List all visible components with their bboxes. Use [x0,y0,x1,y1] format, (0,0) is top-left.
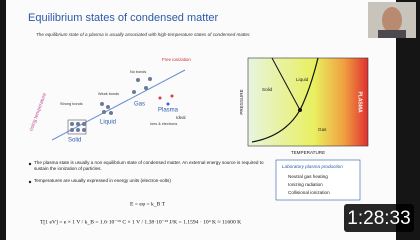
phase-plot [248,58,368,146]
region-label: Liquid [296,77,309,82]
box-item: Neutral gas heating [288,174,328,179]
triple-point [298,108,302,112]
bullet-text: Temperatures are usually expressed in en… [34,178,264,184]
slide-title: Equilibrium states of condensed matter [28,12,218,24]
region-label: Gas [318,127,327,132]
state-label: Plasma [158,108,179,114]
equation: T[1 eV] = e × 1 V / k_B = 1.6·10⁻¹⁹ C × … [40,219,241,225]
y-axis-label: PRESSURE [239,89,244,114]
box-item: Ionizing radiation [288,182,323,187]
box-item: Collisional ionization [288,190,330,195]
molecule-label: Weak bonds [98,92,119,96]
webcam [368,2,416,38]
region-label: PLASMA [357,91,363,113]
bullet-list: The plasma state is usually a non equili… [29,160,264,188]
bullet-text: The plasma state is usually a non equili… [34,160,264,171]
info-box: Laboratory plasma production Neutral gas… [276,160,360,200]
box-title: Laboratory plasma production [282,164,343,169]
region-label: Solid [262,87,273,92]
bullet [29,181,31,183]
state-label: Gas [134,102,145,108]
state-label: Liquid [100,120,116,126]
molecule-label: Ions & electrons [150,122,177,126]
x-axis-label: TEMPERATURE [291,150,325,155]
phase-diagram: Solid Liquid Gas PLASMA TEMPERATURE PRES… [239,58,368,155]
equation: E = eφ = k_B T [130,201,166,207]
molecule-label: Strong bonds [60,102,83,106]
top-label: Free ionization [162,57,191,62]
webcam-face [382,7,402,33]
bullet-item: The plasma state is usually a non equili… [34,160,264,176]
ideal-label: Ideal [176,115,186,120]
bullet-item: Temperatures are usually expressed in en… [34,178,264,188]
page: Equilibrium states of condensed matter T… [0,0,420,240]
state-label: Solid [68,138,81,144]
duration: 1:28:33 [347,208,410,229]
molecule-label: No bonds [130,70,146,74]
webcam-shirt [378,30,406,38]
thumbnail: Equilibrium states of condensed matter T… [0,0,420,240]
slide-subtitle: The equilibrium state of a plasma is usu… [36,32,251,37]
bullet [29,163,31,165]
